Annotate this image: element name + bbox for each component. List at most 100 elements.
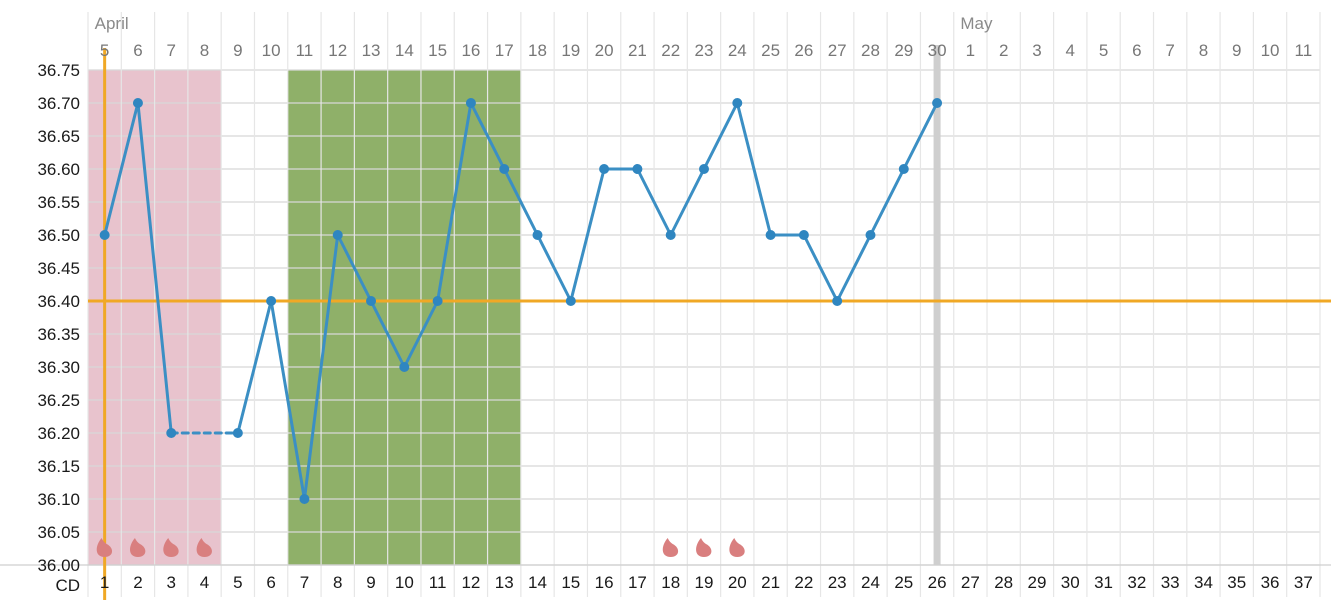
- series-segment: [402, 299, 440, 369]
- bleeding-drop-icon: [729, 538, 745, 557]
- day-label: 7: [167, 41, 176, 60]
- day-label: 15: [428, 41, 447, 60]
- series-segment: [536, 233, 573, 303]
- series-segment: [436, 101, 473, 303]
- series-segment: [735, 101, 773, 237]
- temperature-point: [765, 230, 776, 240]
- day-label: 2: [999, 41, 1008, 60]
- month-label: May: [960, 14, 993, 33]
- temperature-point: [432, 296, 443, 306]
- day-label: 23: [695, 41, 714, 60]
- day-label: 5: [1099, 41, 1108, 60]
- y-tick-label: 36.10: [37, 490, 80, 509]
- temperature-point: [732, 98, 743, 108]
- series-segment: [702, 101, 739, 171]
- temperature-point: [299, 494, 310, 504]
- series-segment: [369, 299, 406, 369]
- day-label: 26: [794, 41, 813, 60]
- y-tick-label: 36.40: [37, 292, 80, 311]
- cycle-day-label: 2: [133, 573, 142, 592]
- cycle-day-label: 1: [100, 573, 109, 592]
- bleeding-drop-icon: [96, 538, 113, 557]
- day-label: 9: [233, 41, 242, 60]
- y-tick-label: 36.55: [37, 193, 80, 212]
- series-segment: [902, 101, 939, 171]
- day-label: 5: [100, 41, 109, 60]
- day-label: 20: [595, 41, 614, 60]
- cycle-day-label: 15: [561, 573, 580, 592]
- day-label: 13: [362, 41, 381, 60]
- day-label: 18: [528, 41, 547, 60]
- day-label: 7: [1165, 41, 1174, 60]
- temperature-point: [832, 296, 843, 306]
- cycle-day-label: 20: [728, 573, 747, 592]
- day-label: 1: [966, 41, 975, 60]
- series-segment: [868, 167, 906, 237]
- cycle-day-label: 9: [366, 573, 375, 592]
- cycle-day-label: 10: [395, 573, 414, 592]
- markers-layer: [88, 45, 1331, 600]
- series-segment: [635, 167, 673, 237]
- cycle-day-label: 17: [628, 573, 647, 592]
- y-tick-label: 36.30: [37, 358, 80, 377]
- cycle-day-label: 14: [528, 573, 547, 592]
- cd-axis-label: CD: [55, 576, 80, 595]
- temperature-point: [399, 362, 410, 372]
- day-label: 4: [1066, 41, 1075, 60]
- series-segment: [669, 167, 706, 237]
- temperature-point: [232, 428, 243, 438]
- bleeding-drop-icon: [163, 538, 179, 557]
- day-label: 6: [1132, 41, 1141, 60]
- temperature-point: [599, 164, 610, 174]
- cycle-day-label: 4: [200, 573, 209, 592]
- cycle-day-label: 30: [1061, 573, 1080, 592]
- temperature-point: [266, 296, 277, 306]
- day-label: 9: [1232, 41, 1241, 60]
- day-label: 17: [495, 41, 514, 60]
- cycle-day-label: 23: [828, 573, 847, 592]
- series-segment: [502, 167, 540, 237]
- series-points-layer: [99, 98, 943, 504]
- day-label: 16: [461, 41, 480, 60]
- cycle-day-label: 12: [461, 573, 480, 592]
- cycle-day-label: 13: [495, 573, 514, 592]
- series-segment: [569, 167, 606, 303]
- cycle-day-label: 6: [266, 573, 275, 592]
- cycle-day-label: 32: [1127, 573, 1146, 592]
- y-tick-label: 36.45: [37, 259, 80, 278]
- temperature-point: [332, 230, 343, 240]
- y-tick-label: 36.35: [37, 325, 80, 344]
- temperature-point: [532, 230, 543, 240]
- series-segment: [302, 233, 340, 501]
- bleeding-drops-layer: [96, 538, 745, 557]
- cycle-day-label: 19: [695, 573, 714, 592]
- cycle-day-label: 18: [661, 573, 680, 592]
- cycle-day-label: 16: [595, 573, 614, 592]
- series-segment: [469, 101, 506, 171]
- cycle-day-label: 33: [1161, 573, 1180, 592]
- day-label: 3: [1032, 41, 1041, 60]
- cycle-day-label: 27: [961, 573, 980, 592]
- cycle-day-label: 29: [1028, 573, 1047, 592]
- day-label: 24: [728, 41, 747, 60]
- day-label: 6: [133, 41, 142, 60]
- month-label: April: [95, 14, 129, 33]
- y-tick-label: 36.75: [37, 61, 80, 80]
- temperature-point: [99, 230, 110, 240]
- temperature-point: [632, 164, 643, 174]
- day-label: 25: [761, 41, 780, 60]
- day-label: 10: [1261, 41, 1280, 60]
- day-label: 19: [561, 41, 580, 60]
- cycle-day-label: 31: [1094, 573, 1113, 592]
- cycle-day-label: 5: [233, 573, 242, 592]
- day-label: 11: [296, 41, 314, 60]
- bleeding-drop-icon: [130, 538, 146, 557]
- temperature-point: [699, 164, 709, 174]
- cycle-day-label: 7: [300, 573, 309, 592]
- temperature-point: [665, 230, 676, 240]
- day-label: 29: [894, 41, 913, 60]
- cycle-day-label: 26: [928, 573, 947, 592]
- day-label: 14: [395, 41, 414, 60]
- cycle-day-label: 11: [429, 573, 447, 592]
- y-tick-label: 36.25: [37, 391, 80, 410]
